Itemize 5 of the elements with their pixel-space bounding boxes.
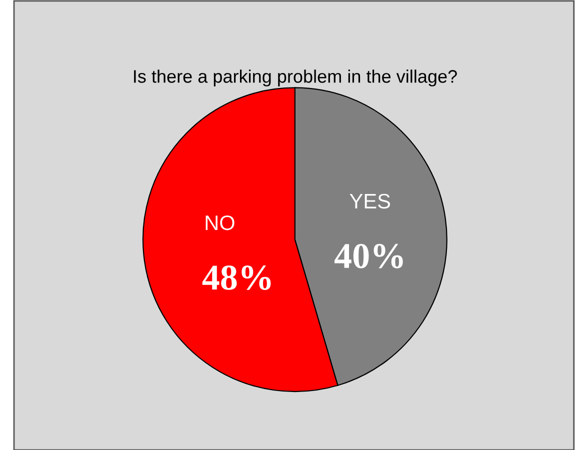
data-label: 40%	[334, 244, 403, 268]
slice-label: YES	[350, 194, 390, 209]
chart-title: Is there a parking problem in the village?	[134, 70, 457, 86]
slice-label: NO	[206, 215, 234, 230]
data-label: 48%	[202, 265, 271, 290]
